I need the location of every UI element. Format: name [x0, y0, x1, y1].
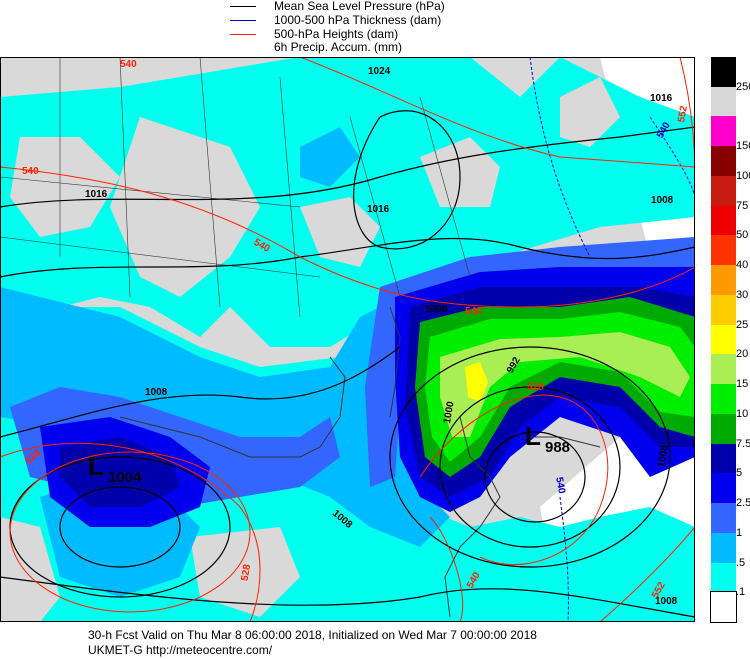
no-precip-area — [300, 197, 380, 267]
colorbar-segment — [711, 443, 736, 474]
precip-05mm — [300, 127, 360, 187]
colorbar-segment — [711, 205, 736, 236]
thickness-label: 540 — [553, 476, 567, 495]
colorbar-segment — [711, 86, 736, 117]
colorbar-segment — [711, 562, 736, 593]
isobar-label: 1016 — [650, 93, 673, 104]
map-canvas: 1024 1016 1016 1016 1008 1008 1000 992 1… — [0, 56, 696, 623]
colorbar-label: 150 — [736, 140, 750, 153]
model-source-line: UKMET-G http://meteocentre.com/ — [88, 643, 273, 657]
colorbar-label: 20 — [736, 348, 749, 361]
height-label: 552 — [676, 105, 690, 124]
legend-label: 1000-500 hPa Thickness (dam) — [274, 13, 442, 27]
isobar-label: 1008 — [425, 304, 448, 315]
colorbar-label: 50 — [736, 229, 749, 242]
height-label: 540 — [465, 306, 482, 317]
colorbar-label: 40 — [736, 259, 749, 272]
colorbar-label: 5 — [736, 467, 743, 480]
colorbar-segment — [711, 235, 736, 266]
colorbar-segment — [711, 473, 736, 504]
colorbar-segment — [711, 413, 736, 445]
colorbar-segment — [711, 265, 736, 296]
colorbar-segment — [711, 384, 736, 415]
map-legend: Mean Sea Level Pressure (hPa) 1000-500 h… — [225, 0, 525, 56]
no-precip-area — [190, 527, 300, 617]
colorbar-label: 250 — [736, 80, 750, 93]
precip-05mm — [0, 247, 695, 547]
colorbar-segment — [711, 294, 736, 326]
isobar-label: 1008 — [656, 444, 671, 468]
no-precip-area — [0, 517, 60, 622]
height-label: 528 — [239, 563, 253, 582]
thickness-line-swatch — [230, 20, 256, 21]
legend-label: 500-hPa Heights (dam) — [274, 27, 399, 41]
state-borders — [0, 56, 471, 318]
mslp-line-swatch — [230, 6, 256, 7]
isobar-label: 1008 — [145, 387, 168, 398]
height-label: 540 — [22, 166, 39, 177]
coastline — [119, 306, 601, 618]
colorbar-segment — [711, 146, 736, 177]
colorbar-label: 15 — [736, 378, 749, 391]
colorbar-label: 7.5 — [736, 437, 750, 450]
isobar-label: 1024 — [368, 66, 391, 77]
height-label: 540 — [120, 59, 137, 70]
colorbar-segment — [710, 591, 737, 624]
colorbar-segment — [711, 57, 736, 88]
low-symbol: L — [525, 421, 541, 451]
low-value: 1004 — [108, 469, 142, 486]
legend-label: 6h Precip. Accum. (mm) — [274, 40, 403, 54]
isobar-label: 1016 — [85, 189, 108, 200]
low-symbol: L — [88, 451, 104, 481]
legend-label: Mean Sea Level Pressure (hPa) — [274, 0, 445, 13]
low-value: 988 — [545, 439, 570, 456]
forecast-valid-line: 30-h Fcst Valid on Thu Mar 8 06:00:00 20… — [88, 628, 537, 642]
isobar-label: 1008 — [651, 195, 674, 206]
colorbar-label: 100 — [736, 169, 750, 182]
colorbar-segment — [711, 532, 736, 564]
height-label: 528 — [527, 382, 544, 393]
heights-line-swatch — [230, 34, 256, 35]
colorbar-segment — [711, 354, 736, 385]
isobar-label: 1000 — [442, 400, 457, 424]
colorbar-label: 75 — [736, 199, 749, 212]
colorbar-segment — [711, 175, 736, 207]
colorbar-label: 30 — [736, 288, 749, 301]
no-precip-area — [10, 137, 120, 237]
colorbar-label: 1 — [736, 526, 743, 539]
colorbar-segment — [711, 116, 736, 147]
isobar-label: 1016 — [367, 204, 390, 215]
precip-20mm — [465, 362, 488, 402]
low-pressure-centers: L 1004 L 988 — [88, 421, 570, 486]
precip-15mm — [440, 332, 690, 437]
no-precip-area — [110, 117, 260, 297]
colorbar-label: 2.5 — [736, 497, 750, 510]
colorbar-label: 25 — [736, 318, 749, 331]
colorbar-segment — [711, 503, 736, 534]
map-frame — [0, 57, 695, 622]
colorbar-label: .1 — [736, 586, 746, 599]
thickness-lines — [529, 56, 696, 623]
precip-colorbar: 250 150 100 75 50 40 30 25 20 15 10 7.5 5 2.5 1 .5 .1 — [709, 57, 750, 624]
colorbar-segment — [711, 324, 736, 355]
no-precip-area — [560, 77, 620, 147]
forecast-map: 1024 1016 1016 1016 1008 1008 1000 992 1… — [0, 56, 696, 623]
isobar-labels: 1024 1016 1016 1016 1008 1008 1000 992 1… — [85, 66, 678, 607]
height-contours — [0, 56, 696, 623]
colorbar-label: .5 — [736, 556, 746, 569]
colorbar-label: 10 — [736, 407, 749, 420]
isobar-label: 1008 — [655, 596, 678, 607]
